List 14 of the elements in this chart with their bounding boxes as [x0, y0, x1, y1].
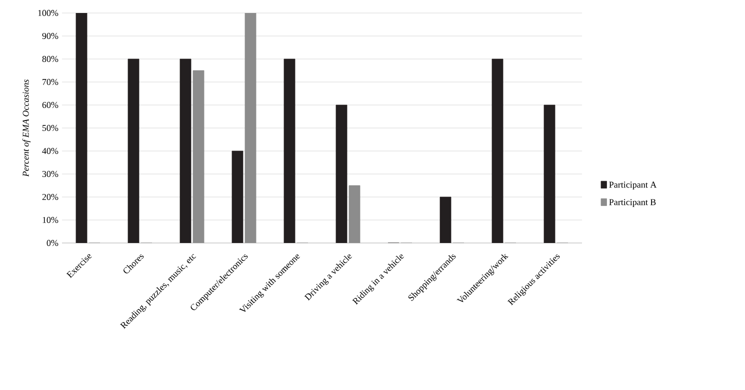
- y-axis-title: Percent of EMA Occasions: [22, 80, 31, 177]
- y-tick-label: 70%: [42, 78, 58, 86]
- y-tick-label: 80%: [42, 56, 58, 62]
- legend-label: Participant B: [609, 199, 656, 207]
- y-tick-label: 10%: [42, 216, 58, 224]
- y-tick-label: 100%: [38, 10, 58, 16]
- y-tick-label: 20%: [42, 194, 58, 200]
- legend-label: Participant A: [609, 182, 657, 190]
- y-tick-label: 0%: [46, 240, 58, 246]
- y-tick-label: 30%: [42, 170, 58, 178]
- y-tick-label: 50%: [42, 124, 58, 132]
- y-tick-label: 90%: [42, 32, 58, 40]
- y-tick-label: 40%: [42, 148, 58, 154]
- y-tick-label: 60%: [42, 102, 58, 108]
